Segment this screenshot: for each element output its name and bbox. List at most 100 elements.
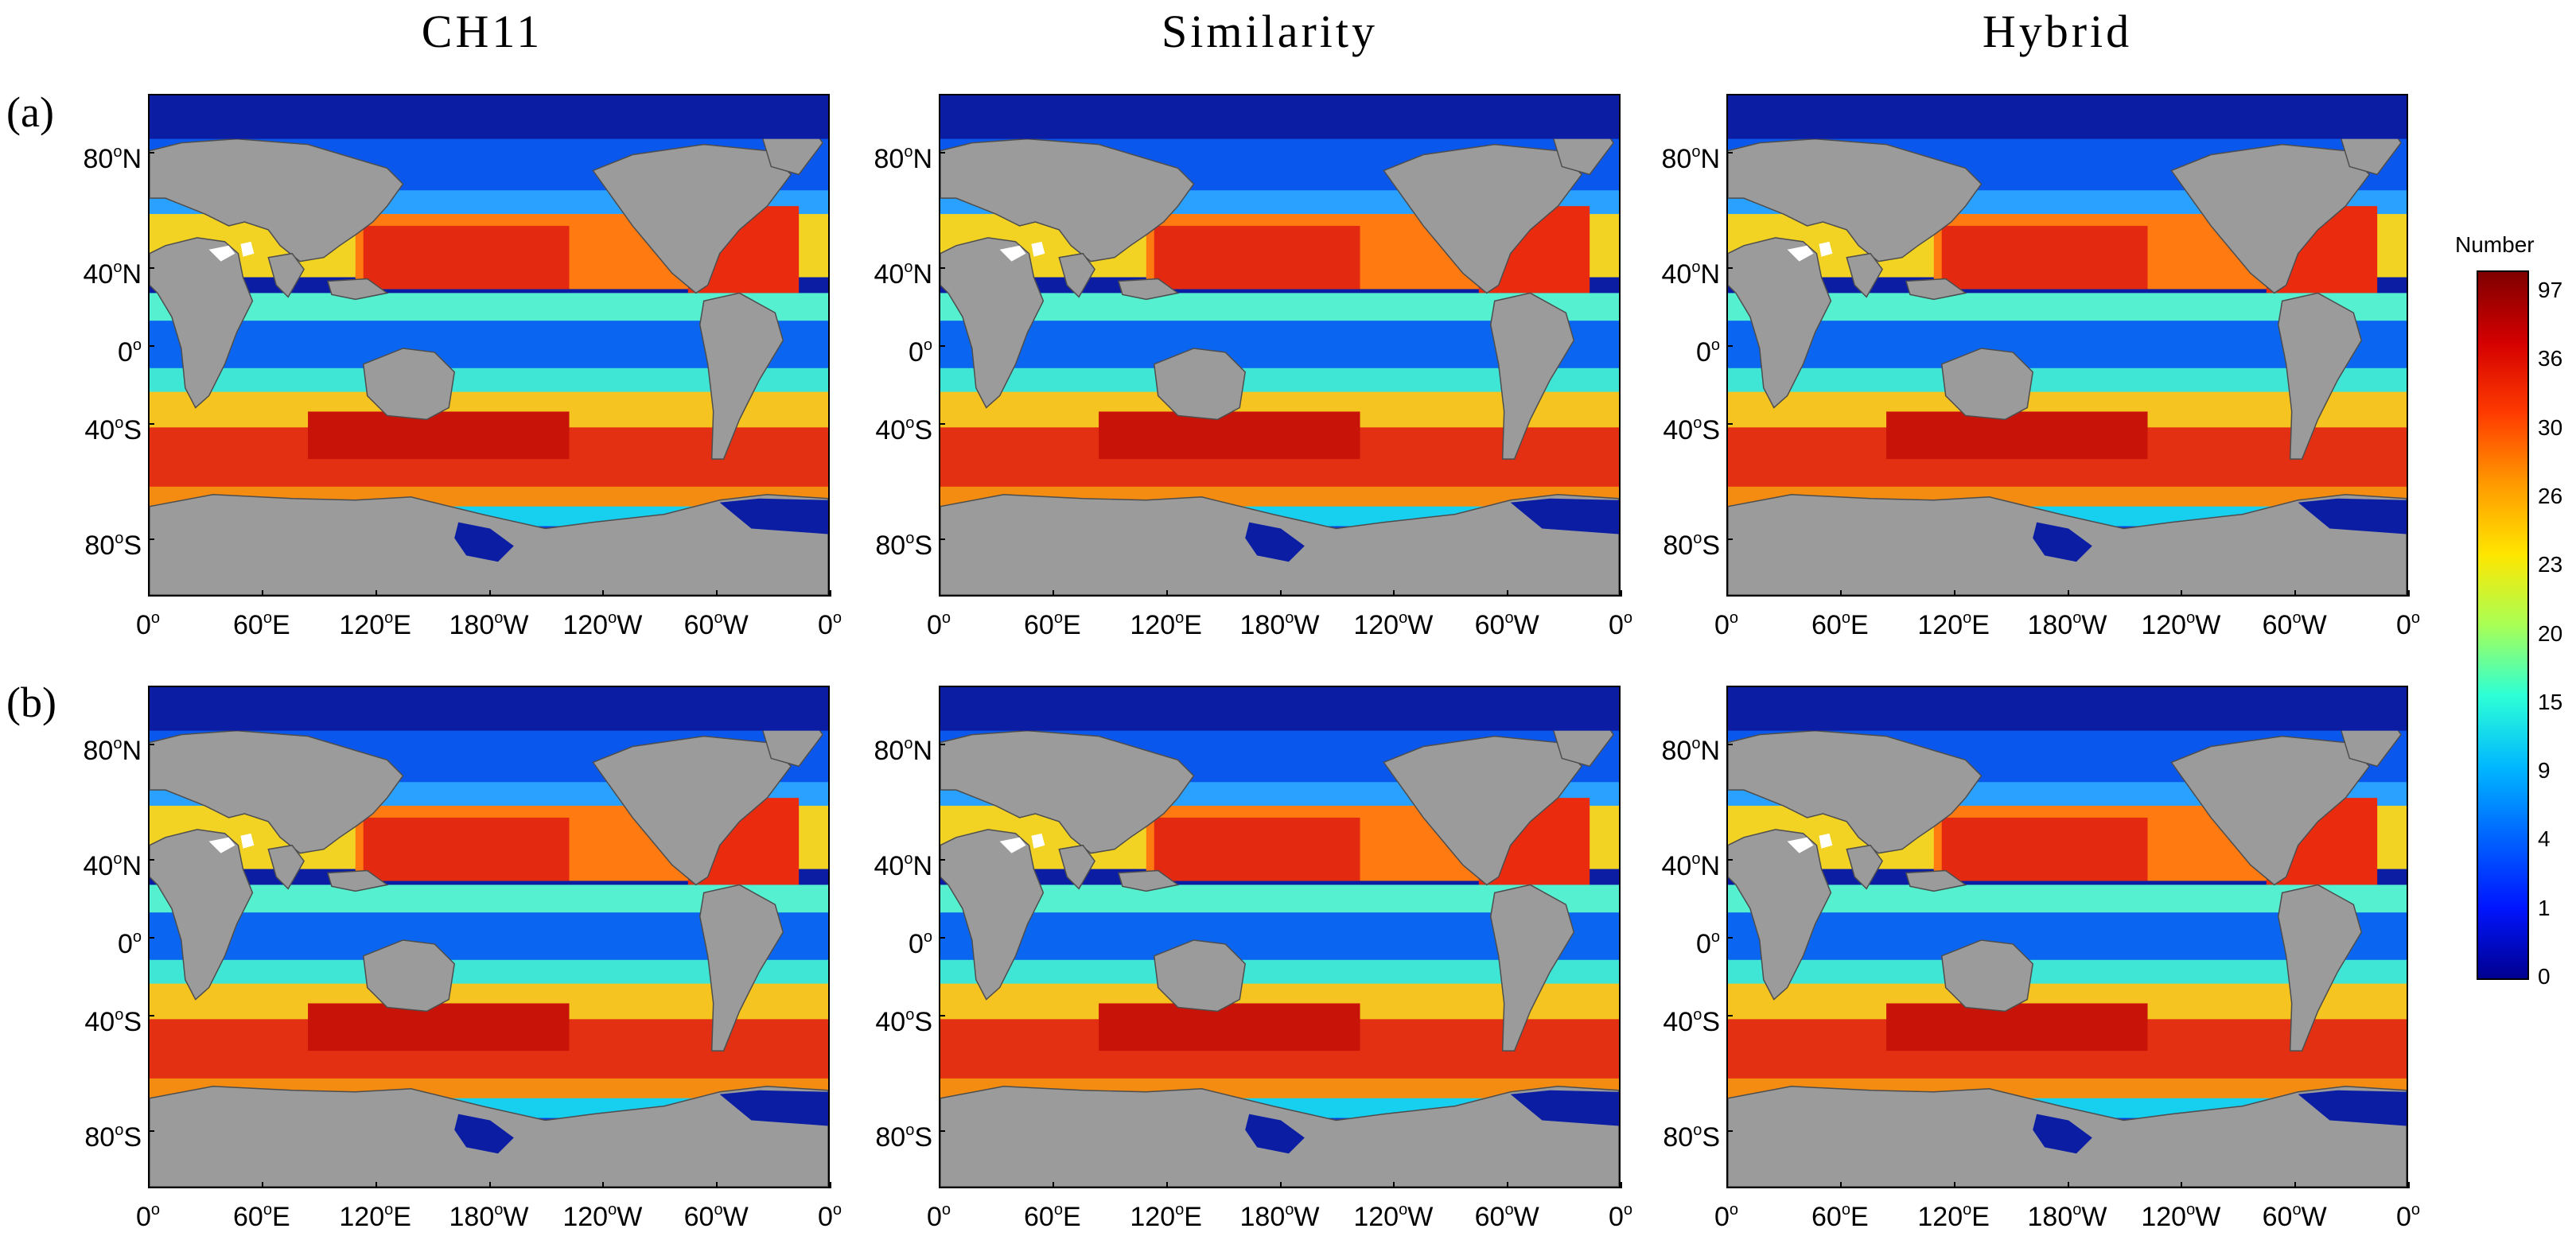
lon-tick [939, 1182, 940, 1188]
colorbar-tick-label: 4 [2538, 826, 2551, 852]
map-panel-a-hybrid [1726, 94, 2408, 597]
lat-tick-label: 40oN [83, 850, 142, 882]
lon-tick-label: 120oW [562, 609, 643, 640]
lat-tick [148, 151, 154, 154]
lat-tick-label: 80oS [84, 1122, 142, 1153]
lat-tick [939, 267, 945, 270]
lat-tick-label: 40oS [84, 1005, 142, 1037]
lon-tick-label: 180oW [1239, 1201, 1320, 1232]
colorbar-tick-label: 20 [2538, 620, 2563, 646]
lat-tick-label: 40oN [1661, 850, 1720, 882]
lat-tick-label: 80oS [875, 1122, 932, 1153]
lat-tick-label: 40oS [875, 414, 932, 445]
lon-tick [1726, 590, 1728, 597]
lat-tick [1726, 422, 1733, 425]
column-title-ch11: CH11 [421, 6, 543, 57]
lon-tick [1839, 590, 1842, 597]
lon-tick [261, 1182, 263, 1188]
lat-tick [1726, 1130, 1733, 1133]
lat-tick [148, 345, 154, 347]
lon-tick-label: 60oE [1811, 1201, 1869, 1232]
colorbar-tick-label: 30 [2538, 414, 2563, 440]
lat-tick [939, 743, 945, 745]
lon-tick [1165, 1182, 1168, 1188]
lon-tick-label: 0o [1714, 1201, 1739, 1232]
lat-tick [939, 1014, 945, 1017]
lat-tick-label: 40oN [874, 850, 932, 882]
lon-tick [602, 1182, 605, 1188]
lon-tick [2067, 590, 2069, 597]
lon-tick [261, 590, 263, 597]
lon-tick-label: 0o [1714, 609, 1739, 640]
map-panel-a-similarity [939, 94, 1621, 597]
lon-tick [1839, 1182, 1842, 1188]
lat-tick-label: 80oS [875, 530, 932, 562]
colorbar-tick-label: 36 [2538, 346, 2563, 371]
lat-tick [1726, 538, 1733, 541]
lon-tick-label: 60oW [683, 1201, 749, 1232]
lat-tick [1726, 937, 1733, 939]
lon-tick-label: 60oW [1474, 1201, 1539, 1232]
lat-tick-label: 80oN [1661, 734, 1720, 766]
lon-tick [2067, 1182, 2069, 1188]
lat-tick-label: 80oS [1663, 530, 1720, 562]
lon-tick [2181, 1182, 2183, 1188]
lat-tick [939, 151, 945, 154]
lon-tick [2408, 1182, 2410, 1188]
lon-tick-label: 60oW [683, 609, 749, 640]
lat-tick-label: 0o [117, 928, 142, 959]
lon-tick [1621, 1182, 1622, 1188]
lon-tick [939, 590, 940, 597]
lat-tick [939, 345, 945, 347]
colorbar-title: Number [2455, 232, 2535, 257]
lat-tick-label: 40oS [875, 1005, 932, 1037]
lon-tick-label: 180oW [2027, 1201, 2107, 1232]
lat-tick [939, 1130, 945, 1133]
colorbar-tick-label: 15 [2538, 689, 2563, 714]
lon-tick-label: 60oE [233, 1201, 290, 1232]
lat-tick [1726, 1014, 1733, 1017]
lat-tick [148, 743, 154, 745]
lon-tick-label: 0o [2395, 1201, 2421, 1232]
colorbar-tick-label: 97 [2538, 278, 2563, 302]
colorbar-tick-label: 9 [2538, 758, 2551, 783]
lon-tick-label: 60oW [2262, 1201, 2327, 1232]
lon-tick-label: 120oW [2141, 609, 2221, 640]
lon-tick-label: 0o [926, 609, 951, 640]
lat-tick-label: 80oN [83, 734, 142, 766]
lat-tick-label: 0o [1695, 336, 1720, 367]
lon-tick-label: 180oW [449, 609, 529, 640]
lon-tick-label: 180oW [449, 1201, 529, 1232]
lat-tick-label: 80oN [874, 734, 932, 766]
lon-tick-label: 60oW [2262, 609, 2327, 640]
lon-tick [1393, 1182, 1395, 1188]
lon-tick-label: 180oW [2027, 609, 2107, 640]
lat-tick [939, 859, 945, 861]
lon-tick-label: 120oE [1130, 609, 1202, 640]
lat-tick [1726, 859, 1733, 861]
lat-tick-label: 0o [117, 336, 142, 367]
lon-tick [2294, 1182, 2297, 1188]
lon-tick [1279, 590, 1282, 597]
lon-tick-label: 60oE [1811, 609, 1869, 640]
colorbar [2477, 270, 2529, 980]
lon-tick-label: 120oE [339, 609, 411, 640]
lat-tick [939, 538, 945, 541]
lon-tick [1165, 590, 1168, 597]
row-label-a: (a) [6, 88, 54, 136]
lon-tick [375, 1182, 377, 1188]
lat-tick-label: 80oS [1663, 1122, 1720, 1153]
lat-tick-label: 0o [908, 336, 932, 367]
lat-tick [1726, 345, 1733, 347]
lon-tick-label: 0o [1608, 609, 1633, 640]
lon-tick [2294, 590, 2297, 597]
lat-tick-label: 80oN [874, 142, 932, 174]
lat-tick [148, 859, 154, 861]
lat-tick [148, 1014, 154, 1017]
lon-tick [148, 590, 150, 597]
lon-tick-label: 0o [2395, 609, 2421, 640]
lon-tick-label: 0o [817, 1201, 842, 1232]
lon-tick-label: 120oE [1917, 609, 1990, 640]
lat-tick-label: 40oN [83, 259, 142, 290]
lon-tick [1052, 1182, 1054, 1188]
